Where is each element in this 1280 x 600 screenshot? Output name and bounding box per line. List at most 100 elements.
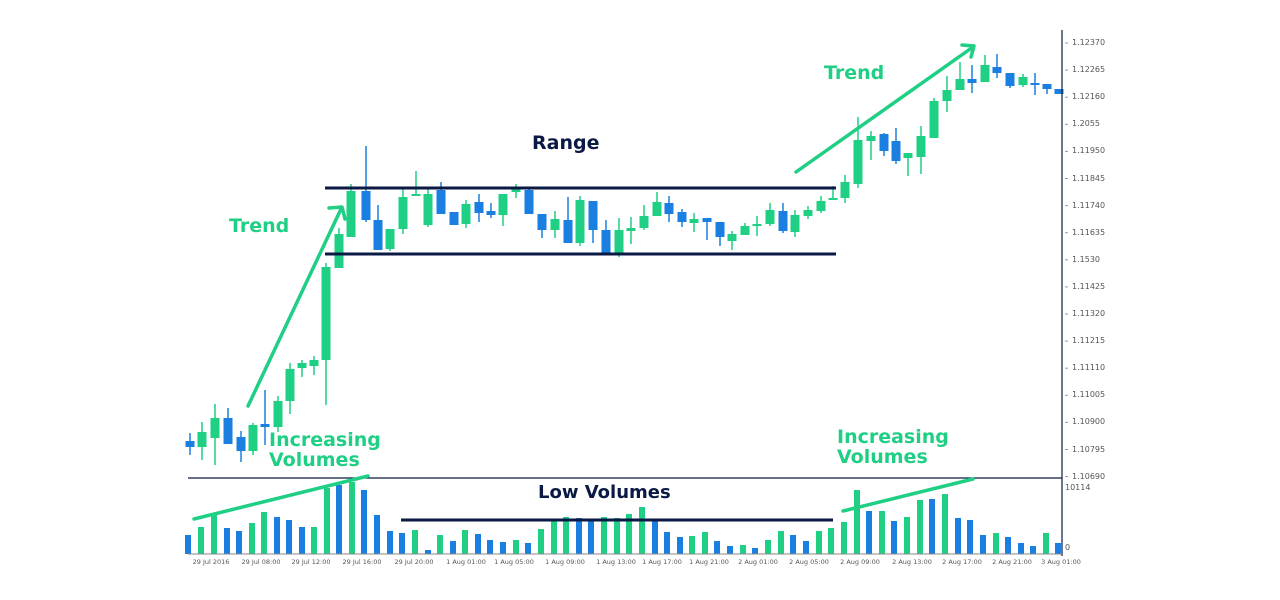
volume-bar [500, 542, 506, 554]
time-tick-label: 2 Aug 13:00 [892, 558, 932, 566]
volume-bar [349, 482, 355, 554]
volume-bar [412, 530, 418, 554]
volume-bar [249, 523, 255, 554]
volume-bar [185, 535, 191, 554]
volume-bar [904, 517, 910, 554]
volume-bars [185, 482, 1061, 554]
candle-body [334, 234, 344, 268]
volume-bar [803, 541, 809, 554]
volume-bar [437, 535, 443, 554]
volume-bar [967, 520, 973, 554]
volume-bar [740, 545, 746, 554]
volume-bar [879, 511, 885, 554]
increasing-volumes-right-line2: Volumes [837, 446, 928, 468]
candle-body [588, 201, 598, 230]
candle-body [524, 190, 534, 214]
price-tick-label: 1.12160 [1072, 92, 1106, 102]
volume-bar [714, 541, 720, 554]
volume-trend-left [192, 474, 370, 521]
volume-bar [361, 490, 367, 554]
time-tick-label: 29 Jul 20:00 [394, 558, 434, 566]
volume-bar [955, 518, 961, 554]
time-tick-label: 29 Jul 2016 [192, 558, 230, 566]
price-tick-label: 1.12370 [1072, 38, 1106, 47]
volume-bar [462, 530, 468, 554]
price-tick-label: 1.11320 [1072, 309, 1106, 318]
price-tick-label: 1.11110 [1072, 363, 1106, 373]
volume-bar [626, 514, 632, 554]
candle-body [411, 194, 421, 196]
volume-bar [399, 533, 405, 554]
volume-bar [854, 490, 860, 554]
time-tick-label: 29 Jul 12:00 [291, 558, 331, 566]
candle-body [702, 218, 712, 222]
candle-body [361, 191, 371, 220]
candle-body [840, 182, 850, 198]
candle-body [652, 202, 662, 216]
candle-body [297, 363, 307, 368]
volume-bar [475, 534, 481, 554]
time-tick-label: 1 Aug 17:00 [642, 558, 682, 566]
time-tick-label: 1 Aug 01:00 [446, 558, 486, 566]
candle-body [436, 190, 446, 214]
candle-body [752, 224, 762, 226]
candle-body [273, 401, 283, 427]
candle-body [916, 136, 926, 157]
candle-body [346, 191, 356, 237]
trend-label-right: Trend [824, 62, 885, 84]
candle-body [385, 229, 395, 249]
volume-bar [891, 521, 897, 554]
candle-body [321, 267, 331, 360]
candle-body [664, 203, 674, 214]
volume-bar [236, 531, 242, 554]
candle-body [601, 230, 611, 253]
candle-body [765, 210, 775, 224]
candle-body [980, 65, 990, 82]
candle-body [474, 202, 484, 213]
candle-body [929, 101, 939, 138]
candle-body [575, 200, 585, 243]
candle-body [677, 212, 687, 222]
price-tick-label: 1.2055 [1072, 119, 1100, 129]
low-volumes-label: Low Volumes [538, 482, 671, 503]
volume-bar [727, 546, 733, 554]
volume-bar [601, 517, 607, 554]
candle-body [790, 215, 800, 232]
price-candles [185, 54, 1064, 465]
candle-body [285, 369, 295, 401]
volume-bar [261, 512, 267, 554]
candle-body [449, 212, 459, 225]
volume-bar [576, 518, 582, 554]
volume-bar [324, 488, 330, 554]
volume-bar [513, 540, 519, 554]
volume-bar [790, 535, 796, 554]
candle-body [715, 222, 725, 237]
candle-body [373, 220, 383, 250]
price-tick-label: 1.11215 [1072, 336, 1106, 346]
price-tick-label: 1.12265 [1072, 65, 1106, 75]
volume-bar [917, 500, 923, 554]
volume-bar [1018, 543, 1024, 554]
candle-body [727, 234, 737, 241]
time-tick-label: 29 Jul 16:00 [342, 558, 382, 566]
candle-body [197, 432, 207, 447]
time-tick-label: 1 Aug 21:00 [689, 558, 729, 566]
candle-body [486, 211, 496, 215]
volume-bar [336, 485, 342, 554]
price-tick-label: 1.10900 [1072, 417, 1106, 427]
volume-bar [778, 531, 784, 554]
candle-body [236, 437, 246, 451]
candle-body [423, 194, 433, 225]
volume-bar [525, 543, 531, 554]
candle-body [550, 219, 560, 230]
candle-body [1018, 77, 1028, 85]
candle-body [828, 198, 838, 200]
volume-bar [374, 515, 380, 554]
price-tick-label: 1.1530 [1072, 254, 1100, 264]
candle-body [1005, 73, 1015, 86]
price-tick-label: 1.11740 [1072, 200, 1106, 210]
candle-body [498, 194, 508, 215]
price-tick-label: 1.11950 [1072, 146, 1106, 156]
price-axis-ticks [1065, 42, 1068, 478]
candle-body [248, 425, 258, 451]
